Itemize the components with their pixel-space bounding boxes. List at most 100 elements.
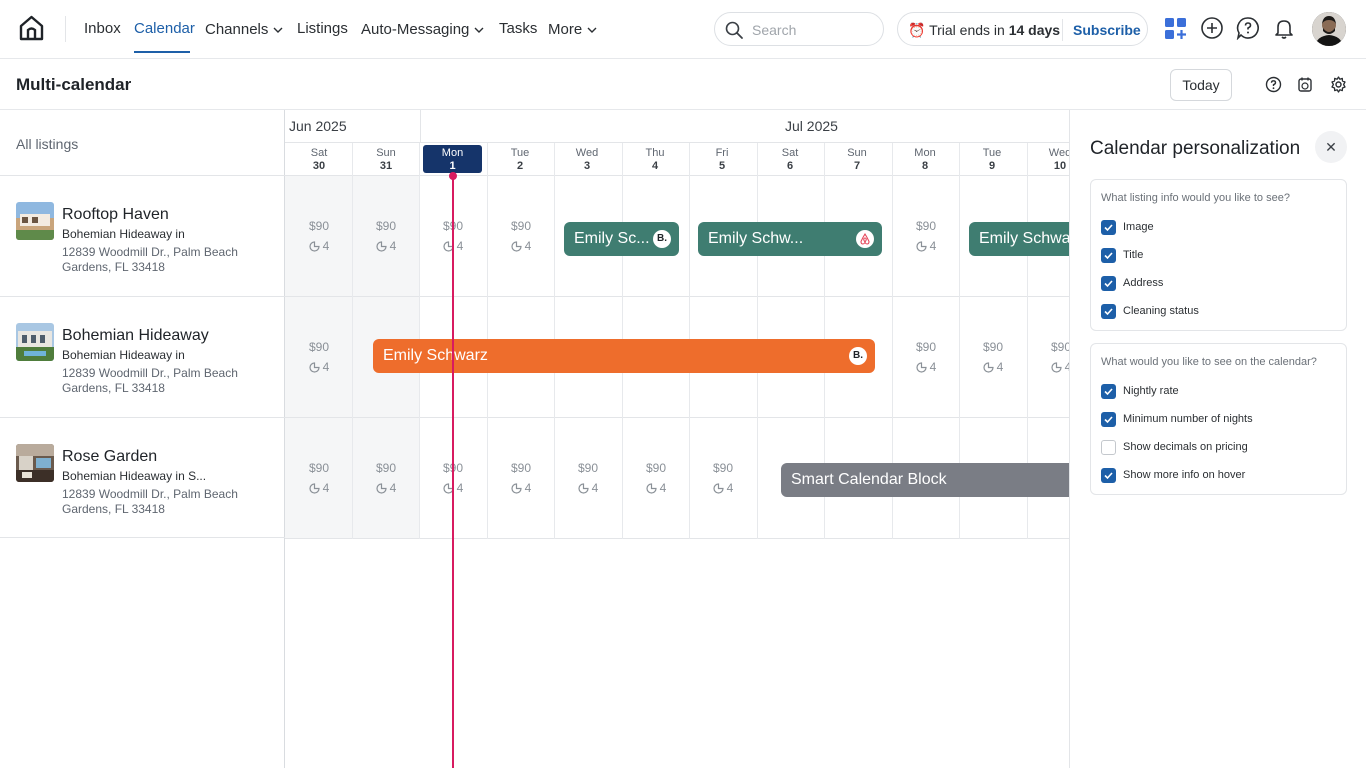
booking-bar[interactable]: Emily Schwa bbox=[969, 222, 1069, 256]
day-header[interactable]: Sun 31 bbox=[352, 143, 420, 176]
booking-guest: Emily Schwa bbox=[979, 230, 1069, 247]
day-header[interactable]: Wed 3 bbox=[553, 143, 621, 176]
checkbox-checked[interactable] bbox=[1101, 220, 1116, 235]
today-button[interactable]: Today bbox=[1170, 69, 1232, 101]
option-label: Show decimals on pricing bbox=[1123, 441, 1248, 453]
search-input[interactable]: Search bbox=[714, 12, 884, 46]
day-number: 6 bbox=[786, 160, 794, 172]
day-header[interactable]: Wed 10 bbox=[1026, 143, 1069, 176]
block-label: Smart Calendar Block bbox=[791, 471, 947, 488]
home-logo-icon[interactable] bbox=[18, 14, 45, 46]
day-number: 30 bbox=[312, 160, 326, 172]
listing-row[interactable]: Bohemian Hideaway Bohemian Hideaway in 1… bbox=[0, 296, 285, 417]
day-header[interactable]: Tue 2 bbox=[486, 143, 554, 176]
day-header[interactable]: Thu 4 bbox=[621, 143, 689, 176]
listing-row[interactable]: Rooftop Haven Bohemian Hideaway in 12839… bbox=[0, 175, 285, 296]
calendar-sync-icon[interactable] bbox=[1297, 76, 1314, 98]
min-nights-value: 4 bbox=[389, 481, 397, 495]
day-number: 1 bbox=[449, 160, 456, 172]
checkbox-unchecked[interactable] bbox=[1101, 440, 1116, 455]
nav-calendar[interactable]: Calendar bbox=[134, 20, 195, 37]
day-name: Thu bbox=[645, 147, 665, 159]
booking-bar[interactable]: Emily Schwarz B. bbox=[373, 339, 875, 373]
search-placeholder: Search bbox=[752, 22, 797, 38]
day-header[interactable]: Fri 5 bbox=[688, 143, 756, 176]
listing-subtitle: Bohemian Hideaway in bbox=[62, 348, 185, 362]
checkbox-checked[interactable] bbox=[1101, 248, 1116, 263]
add-circle-icon[interactable] bbox=[1200, 16, 1224, 45]
calendar-info-question: What would you like to see on the calend… bbox=[1101, 356, 1317, 368]
day-header[interactable]: Tue 9 bbox=[958, 143, 1026, 176]
booking-bar[interactable]: Emily Schw... bbox=[698, 222, 882, 256]
nav-listings[interactable]: Listings bbox=[297, 20, 348, 37]
nightly-rate: $90 bbox=[510, 219, 532, 233]
listing-image bbox=[16, 202, 54, 240]
listing-name: Rooftop Haven bbox=[62, 206, 169, 223]
day-name: Tue bbox=[982, 147, 1002, 159]
month-label: Jul 2025 bbox=[785, 118, 838, 134]
day-number: 10 bbox=[1053, 160, 1067, 172]
trial-prefix: Trial ends in bbox=[929, 22, 1005, 38]
day-header[interactable]: Sat 30 bbox=[285, 143, 353, 176]
booking-bar[interactable]: Emily Sc... B. bbox=[564, 222, 679, 256]
nightly-rate: $90 bbox=[915, 219, 937, 233]
settings-gear-icon[interactable] bbox=[1330, 76, 1347, 98]
min-nights-value: 4 bbox=[726, 481, 734, 495]
day-number: 7 bbox=[853, 160, 861, 172]
checkbox-checked[interactable] bbox=[1101, 468, 1116, 483]
day-header[interactable]: Sat 6 bbox=[756, 143, 824, 176]
day-number: 9 bbox=[988, 160, 996, 172]
nav-channels[interactable]: Channels bbox=[205, 20, 283, 38]
nav-tasks[interactable]: Tasks bbox=[499, 20, 538, 37]
day-header-today[interactable]: Mon 1 bbox=[423, 145, 482, 173]
close-panel-button[interactable]: ✕ bbox=[1315, 131, 1347, 163]
listing-name: Bohemian Hideaway bbox=[62, 327, 209, 344]
all-listings-filter[interactable]: All listings bbox=[16, 136, 79, 152]
help-chat-icon[interactable] bbox=[1236, 16, 1260, 45]
nav-more[interactable]: More bbox=[548, 20, 597, 38]
month-divider bbox=[420, 110, 421, 143]
option-label: Show more info on hover bbox=[1123, 469, 1246, 481]
option-label: Title bbox=[1123, 249, 1144, 261]
checkbox-checked[interactable] bbox=[1101, 412, 1116, 427]
listing-address: 12839 Woodmill Dr., Palm Beach Gardens, … bbox=[62, 487, 238, 516]
smart-calendar-block[interactable]: Smart Calendar Block bbox=[781, 463, 1069, 497]
subscribe-button[interactable]: Subscribe bbox=[1073, 22, 1141, 38]
day-name: Sun bbox=[847, 147, 867, 159]
column-line bbox=[892, 143, 893, 539]
listing-row[interactable]: Rose Garden Bohemian Hideaway in S... 12… bbox=[0, 417, 285, 538]
checkbox-checked[interactable] bbox=[1101, 304, 1116, 319]
day-header[interactable]: Sun 7 bbox=[823, 143, 891, 176]
today-indicator-line bbox=[452, 176, 454, 768]
day-number: 2 bbox=[516, 160, 524, 172]
day-header[interactable]: Mon 8 bbox=[891, 143, 959, 176]
nav-auto-messaging[interactable]: Auto-Messaging bbox=[361, 20, 484, 38]
checkbox-checked[interactable] bbox=[1101, 384, 1116, 399]
active-nav-indicator bbox=[134, 51, 190, 53]
min-nights: 4 bbox=[622, 481, 690, 495]
checkbox-checked[interactable] bbox=[1101, 276, 1116, 291]
min-nights-value: 4 bbox=[1064, 360, 1069, 374]
bell-icon[interactable] bbox=[1272, 16, 1296, 45]
listing-address: 12839 Woodmill Dr., Palm Beach Gardens, … bbox=[62, 366, 238, 395]
user-avatar[interactable] bbox=[1312, 12, 1346, 46]
day-name: Mon bbox=[441, 147, 464, 159]
column-line bbox=[959, 143, 960, 539]
nav-inbox[interactable]: Inbox bbox=[84, 20, 121, 37]
apps-grid-icon[interactable] bbox=[1164, 17, 1188, 46]
help-circle-icon[interactable] bbox=[1265, 76, 1282, 98]
